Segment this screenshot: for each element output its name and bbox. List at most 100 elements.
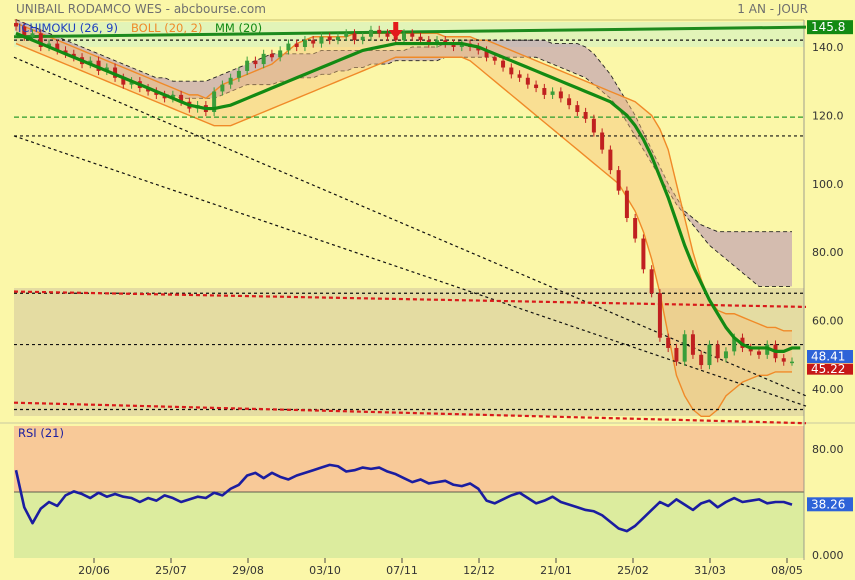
candle-body	[517, 74, 522, 78]
candle-body	[368, 29, 373, 37]
candle-body	[756, 351, 761, 355]
candle-body	[319, 36, 324, 44]
candle-body	[699, 354, 704, 366]
candle-body	[426, 40, 431, 44]
trendline-0	[13, 25, 807, 39]
price-tick-label: 60.00	[812, 315, 844, 328]
price-candles	[14, 18, 794, 370]
candle-body	[55, 43, 60, 51]
legend-ichimoku: ICHIMOKU (26, 9)	[18, 21, 118, 35]
candle-body	[245, 60, 250, 71]
date-tick-label: 20/06	[78, 564, 110, 577]
trendline-3	[13, 290, 807, 309]
candle-body	[179, 94, 184, 102]
candle-body	[657, 293, 662, 338]
candle-body	[418, 36, 423, 41]
chart-period: 1 AN - JOUR	[737, 2, 808, 16]
legend-boll: BOLL (20, 2)	[131, 21, 202, 35]
price-badge-bg	[807, 350, 853, 364]
date-tick-label: 25/02	[617, 564, 649, 577]
candle-body	[278, 50, 283, 58]
candle-body	[509, 67, 514, 75]
boll-fill	[16, 23, 792, 417]
candle-body	[641, 238, 646, 270]
candle-body	[294, 43, 299, 47]
date-tick-label: 12/12	[463, 564, 495, 577]
candle-body	[542, 88, 547, 95]
candle-body	[690, 334, 695, 355]
candle-body	[385, 33, 390, 37]
legend-mm: MM (20)	[215, 21, 262, 35]
price-badge-bg	[807, 363, 853, 375]
price-badge-value: 45.22	[811, 362, 845, 376]
support-resistance-lines	[13, 25, 807, 425]
candle-body	[311, 40, 316, 44]
price-badge-bg	[807, 20, 853, 35]
date-tick-label: 03/10	[309, 564, 341, 577]
candle-body	[228, 77, 233, 85]
candle-body	[352, 33, 357, 41]
cloud-lower-line	[15, 32, 792, 287]
candle-body	[790, 361, 794, 364]
x-axis-dates: 20/06 25/07 29/08 03/10 07/11 12/12 21/01 25/02…	[78, 558, 803, 577]
candle-body	[558, 91, 563, 99]
candle-body	[327, 36, 332, 41]
date-tick-label: 07/11	[386, 564, 418, 577]
down-arrow-icon	[388, 22, 403, 39]
candle-body	[501, 60, 506, 68]
candle-body	[236, 70, 241, 78]
candle-body	[723, 351, 728, 359]
price-tick-label: 140.0	[812, 41, 844, 54]
price-badge-value: 48.41	[811, 350, 845, 364]
candle-body	[286, 43, 291, 51]
candle-body	[550, 91, 555, 95]
moving-average	[15, 31, 801, 353]
price-badge-value: 145.8	[811, 20, 845, 34]
candle-body	[459, 43, 464, 47]
candle-body	[410, 33, 415, 37]
candle-body	[22, 26, 27, 37]
rsi-badge-value: 38.26	[811, 497, 845, 511]
candle-body	[14, 23, 18, 27]
date-tick-label: 08/05	[771, 564, 803, 577]
candle-body	[269, 53, 274, 58]
price-tick-label: 100.0	[812, 178, 844, 191]
candle-body	[525, 77, 530, 85]
rsi-badge-bg	[807, 497, 853, 512]
candle-body	[583, 111, 588, 119]
rsi-tick-label: 80.00	[812, 443, 844, 456]
cloud-upper-line	[15, 19, 792, 233]
rsi-upper-zone	[14, 426, 804, 492]
candle-body	[608, 149, 613, 171]
date-tick-label: 29/08	[232, 564, 264, 577]
candle-body	[344, 33, 349, 37]
rsi-series-line	[14, 463, 793, 533]
candle-body	[377, 29, 382, 34]
trendline-2	[13, 135, 807, 407]
mm-line	[15, 31, 801, 353]
candle-body	[302, 40, 307, 47]
date-tick-label: 25/07	[155, 564, 187, 577]
candle-body	[682, 334, 687, 362]
candle-body	[715, 344, 720, 359]
signal-arrow	[388, 22, 403, 39]
candle-body	[732, 337, 737, 352]
candle-body	[443, 40, 448, 44]
price-tick-label: 40.00	[812, 383, 844, 396]
candle-body	[253, 60, 258, 65]
candle-body	[591, 118, 596, 133]
price-tick-label: 120.0	[812, 109, 844, 122]
candle-body	[335, 36, 340, 41]
date-tick-label: 31/03	[694, 564, 726, 577]
rsi-lower-zone	[14, 492, 804, 558]
candle-body	[633, 218, 638, 239]
candle-body	[616, 170, 621, 191]
chart-header-title: UNIBAIL RODAMCO WES - abcbourse.com	[16, 2, 266, 16]
candle-body	[575, 105, 580, 112]
candle-body	[674, 347, 679, 362]
y-axis-ticks: 140.0 120.0 100.0 80.00 60.00 40.00 80.00 0.000	[812, 41, 844, 562]
candle-body	[649, 269, 654, 294]
date-tick-label: 21/01	[540, 564, 572, 577]
